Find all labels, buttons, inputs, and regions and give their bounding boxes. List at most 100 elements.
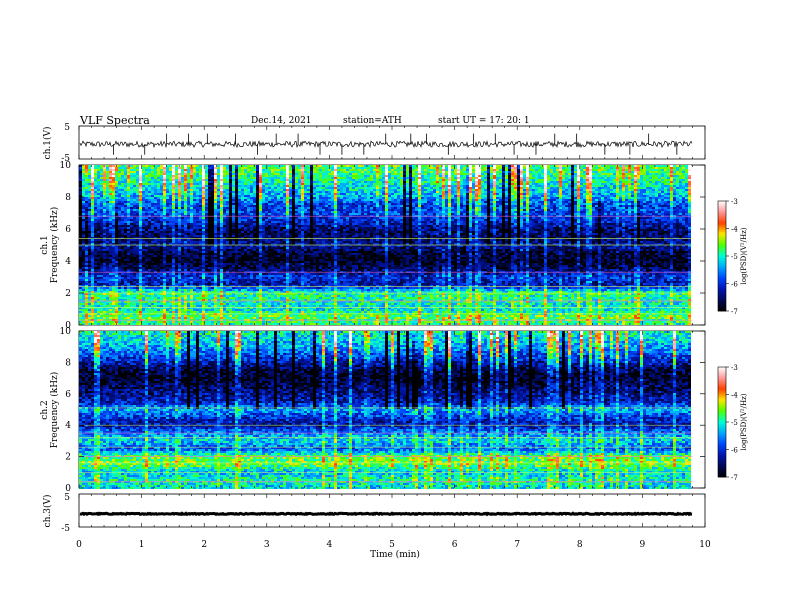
ch1-spectrogram-cell [202, 187, 205, 189]
ch1-spectrogram-cell [403, 191, 406, 193]
ch1-spectrogram-cell [625, 165, 628, 167]
ch1-spectrogram-cell [109, 209, 112, 211]
ch1-spectrogram-cell [559, 177, 562, 179]
ch1-spectrogram-cell [469, 199, 472, 201]
ch1-spectrogram-cell [553, 179, 556, 181]
ch1-spectrogram-cell [511, 171, 514, 173]
ch1-spectrogram-cell [358, 181, 361, 183]
ch1-spectrogram-cell [478, 195, 481, 197]
ch1-spectrogram-cell [481, 211, 484, 213]
ch1-spectrogram-cell [298, 203, 301, 205]
ch1-spectrogram-cell [121, 195, 124, 197]
ch1-spectrogram-cell [391, 177, 394, 179]
ch1-spectrogram-cell [661, 197, 664, 199]
ch1-spectrogram-cell [688, 167, 691, 169]
ch1-spectrogram-cell [592, 207, 595, 209]
ch1-spectrogram-cell [307, 211, 310, 213]
ch1-spectrogram-cell [415, 165, 418, 167]
ch1-spectrogram-cell [316, 173, 319, 175]
ch1-spectrogram-cell [457, 199, 460, 201]
ch1-spectrogram-cell [574, 191, 577, 193]
ch1-spectrogram-cell [199, 199, 202, 201]
ch1-spectrogram-cell [592, 167, 595, 169]
ch1-spectrogram-cell [451, 189, 454, 191]
ch1-spectrogram-cell [643, 209, 646, 211]
ch1-spectrogram-cell [406, 199, 409, 201]
ch1-spectrogram-cell [307, 195, 310, 197]
ch1-spectrogram-cell [271, 207, 274, 209]
ch1-spectrogram-cell [373, 193, 376, 195]
ch1-spectrogram-cell [475, 205, 478, 207]
ch1-spectrogram-cell [661, 187, 664, 189]
ch1-spectrogram-cell [187, 205, 190, 207]
ch1-spectrogram-cell [85, 211, 88, 213]
ch1-spectrogram-cell [355, 173, 358, 175]
ch1-spectrogram-cell [106, 173, 109, 175]
ch1-spectrogram-cell [397, 201, 400, 203]
ch1-spectrogram-cell [679, 187, 682, 189]
ch1-spectrogram-cell [214, 209, 217, 211]
ch1-spectrogram-cell [505, 183, 508, 185]
ch1-spectrogram-cell [556, 177, 559, 179]
ch1-spectrogram-cell [595, 207, 598, 209]
ch1-spectrogram-cell [289, 209, 292, 211]
ch1-spectrogram-cell [391, 209, 394, 211]
ch1-spectrogram-cell [442, 165, 445, 167]
ch1-spectrogram-cell [217, 209, 220, 211]
ch1-spectrogram-cell [409, 165, 412, 167]
ch1-spectrogram-cell [178, 181, 181, 183]
ch1-spectrogram-cell [94, 177, 97, 179]
ch1-spectrogram-cell [400, 185, 403, 187]
ch1-spectrogram-cell [382, 171, 385, 173]
ch1-spectrogram-cell [550, 203, 553, 205]
ch1-spectrogram-cell [337, 203, 340, 205]
ch1-spectrogram-cell [187, 211, 190, 213]
ch1-spectrogram-cell [148, 187, 151, 189]
ch1-spectrogram-cell [484, 165, 487, 167]
ch1-spectrogram-cell [175, 175, 178, 177]
ch1-spectrogram-cell [154, 189, 157, 191]
ch1-spectrogram-cell [499, 187, 502, 189]
ch1-spectrogram-cell [142, 165, 145, 167]
ch1-spectrogram-cell [358, 199, 361, 201]
ch1-spectrogram-cell [217, 165, 220, 167]
ch1-spectrogram-cell [157, 177, 160, 179]
ch1-spectrogram-cell [523, 199, 526, 201]
ch1-spectrogram-cell [481, 209, 484, 211]
ch1-spectrogram-cell [544, 187, 547, 189]
ch1-spectrogram-cell [169, 189, 172, 191]
ch1-spectrogram-cell [424, 179, 427, 181]
ch1-spectrogram-cell [397, 173, 400, 175]
ch1-spectrogram-cell [502, 191, 505, 193]
ch1-spectrogram-cell [139, 171, 142, 173]
ch1-spectrogram-cell [523, 209, 526, 211]
ch1-spectrogram-cell [337, 177, 340, 179]
ch1-spectrogram-cell [160, 169, 163, 171]
ch1-spectrogram-cell [658, 177, 661, 179]
ch1-spectrogram-cell [655, 207, 658, 209]
ch1-spectrogram-cell [544, 211, 547, 213]
ch1-spectrogram-cell [301, 171, 304, 173]
ch1-spectrogram-cell [484, 193, 487, 195]
ch1-spectrogram-cell [196, 181, 199, 183]
ch1-spectrogram-cell [253, 203, 256, 205]
ch1-spectrogram-cell [136, 181, 139, 183]
ch1-spectrogram-cell [403, 205, 406, 207]
ch1-spectrogram-cell [172, 205, 175, 207]
ch1-spectrogram-cell [160, 211, 163, 213]
ch1-spectrogram-cell [493, 189, 496, 191]
ch1-spectrogram-cell [571, 179, 574, 181]
ch1-spectrogram-cell [298, 173, 301, 175]
ch1-spectrogram-cell [319, 195, 322, 197]
ch1-spectrogram-cell [403, 187, 406, 189]
ch1-spectrogram-cell [130, 207, 133, 209]
ch1-spectrogram-cell [352, 189, 355, 191]
ch1-spectrogram-cell [430, 203, 433, 205]
ch1-spectrogram-cell [286, 175, 289, 177]
ch1-spectrogram-cell [196, 177, 199, 179]
ch1-spectrogram-cell [493, 207, 496, 209]
ch1-spectrogram-cell [553, 211, 556, 213]
ch1-spectrogram-cell [355, 179, 358, 181]
ch1-spectrogram-cell [508, 205, 511, 207]
